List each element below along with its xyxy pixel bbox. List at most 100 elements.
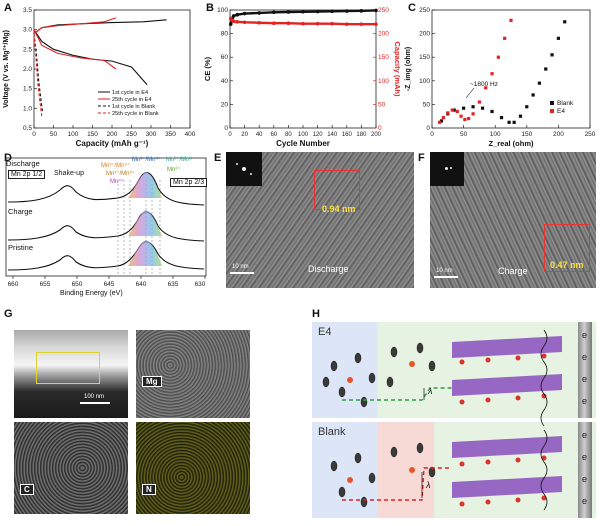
tem-label-charge: Charge bbox=[498, 266, 528, 276]
legend-label-a-2: 1st cycle in Blank bbox=[112, 104, 155, 110]
energy-path-blank bbox=[342, 467, 452, 501]
peak-label-4: Mn³⁺/Mn⁴⁺ bbox=[132, 157, 162, 163]
y-tick-label-right-b: 200 bbox=[378, 31, 389, 38]
data-point-c-1 bbox=[509, 18, 513, 22]
data-point-c-0 bbox=[471, 105, 475, 109]
spectrum-discharge bbox=[7, 172, 205, 206]
data-point-c-1 bbox=[437, 120, 442, 124]
panel-letter-e: E bbox=[214, 152, 222, 164]
x-tick-label-c: 50 bbox=[460, 131, 468, 138]
series-line-a-4 bbox=[33, 33, 44, 113]
x-tick-label-c: 0 bbox=[430, 131, 434, 138]
x-tick-label-a: 300 bbox=[146, 131, 157, 138]
scheme-title-e4: E4 bbox=[318, 326, 332, 338]
y-tick-label-right-b: 150 bbox=[378, 54, 389, 61]
x-tick-label-b: 100 bbox=[298, 132, 309, 138]
tick-d-640: 640 bbox=[136, 281, 147, 288]
y-tick-label-right-b: 50 bbox=[378, 101, 386, 108]
scale-label-e: 10 nm bbox=[232, 264, 249, 270]
electrode-label-e4-4: e bbox=[582, 396, 588, 406]
xps-spectra-d: 660 655 650 645 640 635 630 bbox=[5, 157, 207, 288]
chart-b: 0 20 40 60 80 100 120 140 160 180 2000204060801000… bbox=[203, 7, 400, 148]
data-point-c-0 bbox=[490, 109, 494, 114]
fft-inset-f bbox=[430, 152, 464, 186]
y-axis-label-a: Voltage (V vs. Mg²⁺/Mg) bbox=[3, 30, 10, 108]
scheme-h-drawing bbox=[322, 329, 562, 511]
series-line-b-1 bbox=[229, 17, 376, 26]
data-point-c-0 bbox=[512, 120, 516, 124]
y-tick-label-a: 2.0 bbox=[23, 66, 32, 73]
peak-label-1: Mn³⁺/Mn⁴⁺ bbox=[101, 163, 131, 169]
data-point-c-0 bbox=[480, 106, 485, 110]
peak-label-2: Mn²⁺/Mn³⁺ bbox=[106, 171, 135, 177]
tick-d-660: 660 bbox=[8, 281, 19, 288]
data-point-c-0 bbox=[499, 116, 504, 120]
legend-swatch-c-1 bbox=[550, 109, 554, 113]
electrode-label-e4-3: e bbox=[582, 374, 588, 384]
x-tick-label-b: 20 bbox=[241, 132, 248, 138]
legend-label-a-1: 25th cycle in E4 bbox=[112, 97, 152, 103]
peak-label-5: Mn²⁺/Mn³⁺ bbox=[166, 157, 195, 163]
electrode-label-blank-2: e bbox=[582, 452, 588, 462]
legend-label-a-3: 25th cycle in Blank bbox=[112, 111, 159, 117]
legend-swatch-c-0 bbox=[550, 101, 554, 105]
data-point-c-1 bbox=[446, 111, 450, 115]
panel-letter-h: H bbox=[312, 308, 320, 320]
data-point-c-0 bbox=[507, 120, 511, 124]
y-tick-label-a: 3.0 bbox=[23, 27, 32, 34]
y-tick-label-a: 2.5 bbox=[23, 46, 32, 53]
x-axis-label-c: Z_real (ohm) bbox=[488, 139, 534, 148]
d-spacing-e: 0.94 nm bbox=[322, 204, 356, 214]
data-point-c-1 bbox=[459, 114, 463, 118]
y-tick-label-c: 50 bbox=[423, 101, 431, 108]
y-axis-label-c: -Z_img (ohm) bbox=[405, 47, 412, 91]
x-axis-label-a: Capacity (mAh g⁻¹) bbox=[76, 139, 149, 148]
annotation-arrow-c bbox=[465, 87, 475, 99]
x-tick-label-b: 120 bbox=[313, 132, 324, 138]
tem-image-discharge: 0.94 nm 10 nm Discharge bbox=[226, 152, 414, 288]
x-tick-label-b: 180 bbox=[356, 132, 367, 138]
map-tag-c: C bbox=[20, 484, 34, 495]
legend-label-c-1: E4 bbox=[557, 108, 565, 115]
y-tick-label-left-b: 0 bbox=[224, 125, 228, 132]
y-tick-label-c: 0 bbox=[426, 125, 430, 132]
tick-d-650: 650 bbox=[72, 281, 83, 288]
element-map-n: N bbox=[136, 422, 250, 514]
tick-d-655: 655 bbox=[40, 281, 51, 288]
frequency-annotation-c: ~1800 Hz bbox=[470, 81, 498, 88]
scheme-title-blank: Blank bbox=[318, 426, 346, 438]
element-map-mg: Mg bbox=[136, 330, 250, 418]
data-point-c-0 bbox=[531, 93, 535, 97]
lambda-blank: λ bbox=[426, 480, 431, 490]
y-tick-label-a: 0.5 bbox=[23, 125, 32, 132]
data-point-c-1 bbox=[467, 116, 471, 121]
x-tick-label-a: 0 bbox=[32, 131, 36, 138]
data-point-c-0 bbox=[452, 108, 456, 112]
tem-image-charge: 0.47 nm 10 nm Charge bbox=[430, 152, 596, 288]
x-tick-label-c: 250 bbox=[585, 131, 596, 138]
data-point-c-1 bbox=[455, 109, 459, 114]
plot-frame-b bbox=[229, 9, 377, 129]
y-tick-label-right-b: 250 bbox=[378, 7, 389, 14]
shake-up-label: Shake-up bbox=[54, 170, 84, 177]
x-tick-label-a: 100 bbox=[68, 131, 79, 138]
y-tick-label-left-b: 20 bbox=[221, 101, 229, 108]
region-box-f bbox=[544, 224, 590, 272]
scale-bar-e bbox=[230, 272, 254, 274]
energy-path-e4 bbox=[342, 387, 452, 401]
electrode-label-blank-1: e bbox=[582, 430, 588, 440]
y-tick-label-a: 1.0 bbox=[23, 105, 32, 112]
x-tick-label-b: 40 bbox=[256, 132, 263, 138]
y-tick-label-left-b: 40 bbox=[221, 78, 229, 85]
tag-mn-2p-two-thirds: Mn 2p 2/3 bbox=[170, 178, 208, 187]
x-tick-label-a: 150 bbox=[87, 131, 98, 138]
x-tick-label-c: 100 bbox=[490, 131, 501, 138]
data-point-c-1 bbox=[496, 55, 500, 59]
scale-bar-f bbox=[434, 276, 458, 278]
row-label-charge: Charge bbox=[8, 207, 33, 216]
chart-c: 0 50 100 150 200 250 0 50 100 150 200 250 Z_real (oh… bbox=[405, 7, 596, 148]
element-map-c: C bbox=[14, 422, 128, 514]
data-point-c-1 bbox=[490, 72, 494, 76]
series-line-b-0 bbox=[229, 9, 377, 25]
x-tick-label-a: 50 bbox=[50, 131, 58, 138]
